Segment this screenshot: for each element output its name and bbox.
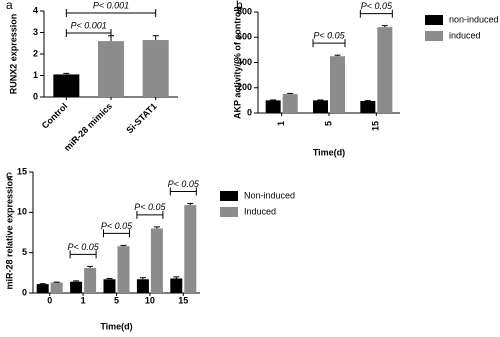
annotation: P< 0.05 — [134, 202, 166, 212]
bar — [70, 281, 83, 293]
legend-swatch — [220, 191, 238, 201]
y-tick-label: 800 — [237, 6, 252, 16]
x-tick-label: 1 — [276, 121, 286, 126]
x-axis-label: Time(d) — [100, 321, 132, 331]
bar — [282, 94, 298, 113]
y-axis-label: RUNX2 expression — [8, 14, 18, 95]
annotation: P< 0.05 — [361, 1, 393, 11]
annotation: P< 0.05 — [67, 242, 99, 252]
x-tick-label: Si-STAT1 — [124, 101, 158, 135]
bar — [360, 101, 376, 113]
bar — [313, 100, 328, 113]
x-tick-label: 0 — [47, 295, 52, 305]
y-tick-label: 4 — [33, 5, 38, 15]
x-tick-label: miR-28 mimics — [62, 101, 114, 153]
y-tick-label: 400 — [237, 57, 252, 67]
x-tick-label: 5 — [323, 121, 333, 126]
y-tick-label: 3 — [33, 27, 38, 37]
legend-label: induced — [449, 30, 481, 40]
y-tick-label: 5 — [22, 247, 27, 257]
bar — [103, 279, 116, 293]
bar — [330, 56, 345, 113]
legend-label: non-induced — [449, 14, 499, 24]
y-axis-label: AKP activity/(% of control) — [232, 6, 242, 119]
y-tick-label: 0 — [33, 91, 38, 101]
bar — [50, 282, 63, 293]
panel-label: b — [236, 0, 243, 12]
annotation: P< 0.001 — [71, 20, 107, 30]
x-tick-label: 10 — [145, 295, 155, 305]
bar — [98, 41, 124, 97]
annotation: P< 0.05 — [313, 31, 345, 41]
x-tick-label: Control — [40, 101, 70, 131]
legend-label: Induced — [244, 206, 276, 216]
bar — [136, 279, 149, 293]
x-tick-label: 5 — [114, 295, 119, 305]
bar — [142, 40, 169, 97]
panel-label: a — [6, 0, 13, 12]
bar — [53, 74, 80, 97]
y-tick-label: 200 — [237, 82, 252, 92]
annotation: P< 0.05 — [101, 221, 133, 231]
y-tick-label: 10 — [17, 207, 27, 217]
y-tick-label: 0 — [22, 287, 27, 297]
bar — [84, 267, 97, 293]
y-tick-label: 15 — [17, 166, 27, 176]
bar — [36, 284, 49, 293]
annotation: P< 0.001 — [93, 0, 129, 10]
bar — [170, 278, 183, 293]
legend-swatch — [425, 15, 443, 25]
y-tick-label: 1 — [33, 70, 38, 80]
bar — [150, 228, 163, 293]
bar — [265, 100, 281, 113]
y-tick-label: 600 — [237, 32, 252, 42]
legend-swatch — [425, 31, 443, 41]
bar — [184, 205, 197, 293]
x-tick-label: 1 — [81, 295, 86, 305]
y-tick-label: 0 — [247, 107, 252, 117]
bar — [377, 27, 393, 113]
y-tick-label: 2 — [33, 48, 38, 58]
panel-label: c — [6, 168, 12, 182]
x-tick-label: 15 — [371, 121, 381, 131]
bar — [117, 246, 130, 293]
legend-label: Non-induced — [244, 190, 295, 200]
x-axis-label: Time(d) — [313, 147, 345, 157]
annotation: P< 0.05 — [168, 179, 200, 189]
x-tick-label: 15 — [178, 295, 188, 305]
legend-swatch — [220, 207, 238, 217]
y-axis-label: miR-28 relative expression — [4, 175, 14, 289]
